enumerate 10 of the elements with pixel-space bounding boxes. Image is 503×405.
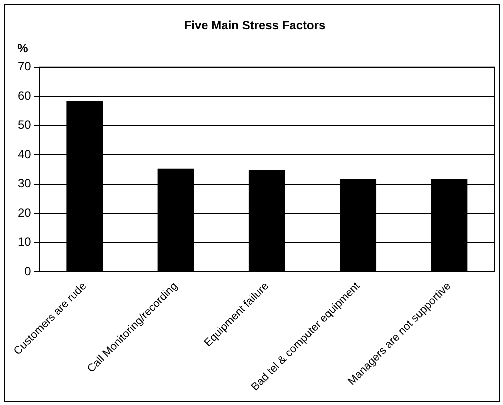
y-tick-label: 50	[18, 118, 32, 132]
y-axis-title: %	[18, 42, 29, 56]
y-tick-label: 10	[18, 235, 32, 250]
chart-title: Five Main Stress Factors	[184, 18, 326, 33]
y-tick-label: 20	[18, 206, 32, 220]
y-tick-label: 40	[18, 147, 32, 162]
y-tick-label: 30	[18, 176, 32, 191]
y-tick-label: 0	[24, 264, 32, 278]
y-tick-label: 60	[18, 88, 32, 103]
y-tick-label: 70	[18, 60, 32, 74]
